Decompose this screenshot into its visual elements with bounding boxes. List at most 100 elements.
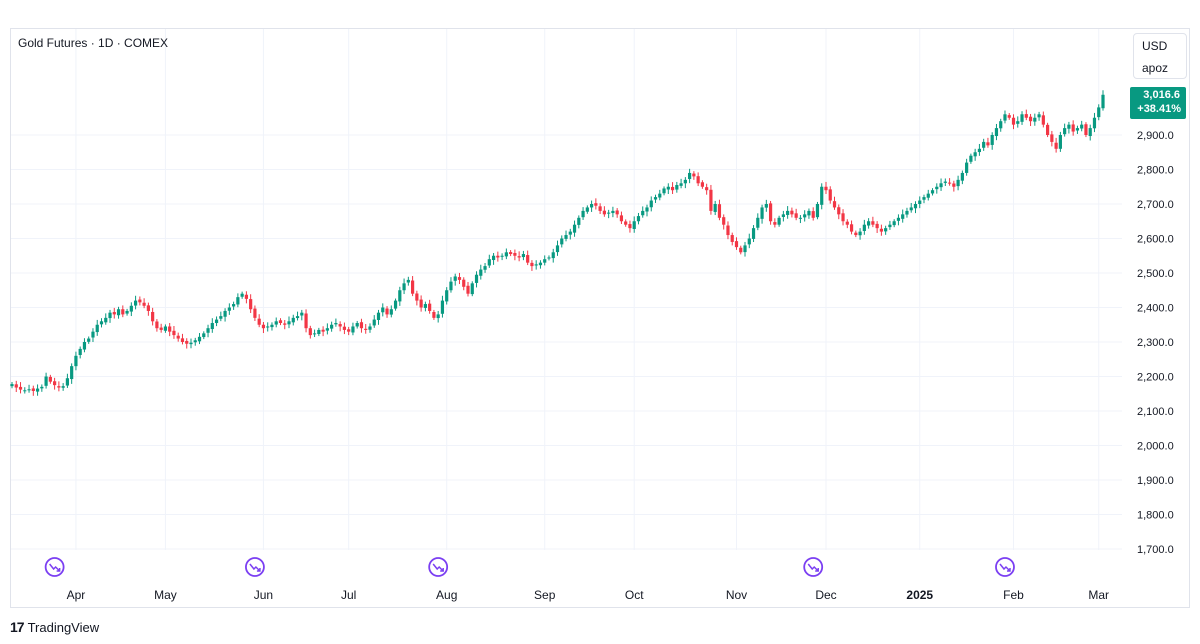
candle-body	[543, 259, 547, 263]
candle-body	[1028, 116, 1033, 122]
candle-body	[44, 376, 48, 386]
chart-title: Gold Futures · 1D · COMEX	[18, 36, 169, 50]
candle-layer	[10, 90, 1105, 396]
candle-body	[1067, 124, 1071, 129]
candle-body	[364, 328, 368, 330]
candle-body	[666, 186, 670, 190]
candle-body	[875, 223, 879, 229]
event-layer	[44, 557, 1015, 577]
event-arrow-head	[56, 568, 61, 572]
candle-body	[321, 329, 325, 332]
candle-body	[116, 309, 121, 316]
candle-body	[457, 277, 462, 280]
candle-body	[172, 330, 176, 336]
candle-body	[236, 297, 240, 305]
grid-layer	[11, 29, 1122, 550]
candle-body	[611, 210, 615, 214]
event-arrow-head	[256, 568, 261, 572]
candle-body	[1092, 117, 1097, 129]
candle-body	[990, 135, 994, 145]
candle-body	[943, 181, 947, 183]
event-arrow	[49, 563, 61, 572]
candle-body	[568, 231, 572, 235]
candle-body	[423, 304, 427, 308]
candle-body	[1054, 142, 1058, 149]
event-arrow	[807, 563, 819, 572]
candle-body	[581, 210, 585, 218]
tradingview-branding[interactable]: 17 TradingView	[10, 619, 99, 635]
x-tick-label: Nov	[726, 588, 747, 602]
candle-body	[432, 311, 436, 318]
candle-body	[862, 224, 866, 231]
y-tick-label: 2,100.0	[1137, 406, 1174, 418]
candle-body	[743, 245, 747, 253]
candle-body	[261, 324, 266, 329]
candle-body	[291, 317, 295, 323]
candle-body	[287, 321, 291, 325]
candle-body	[624, 221, 628, 225]
candle-body	[483, 266, 487, 270]
candle-body	[696, 176, 700, 184]
candle-body	[227, 307, 231, 311]
candle-body	[23, 390, 27, 392]
candle-body	[526, 255, 530, 263]
candle-body	[509, 252, 513, 255]
event-marker-icon[interactable]	[803, 557, 824, 577]
y-tick-label: 2,000.0	[1137, 441, 1174, 453]
candle-body	[278, 320, 283, 324]
candle-body	[790, 210, 794, 215]
candle-body	[240, 293, 244, 297]
candle-body	[270, 324, 274, 328]
candle-body	[163, 326, 168, 331]
candle-body	[74, 355, 78, 367]
candle-body	[986, 142, 990, 146]
candle-body	[87, 338, 91, 342]
candle-body	[406, 279, 410, 283]
candle-body	[713, 204, 717, 212]
candle-body	[768, 203, 773, 222]
candle-body	[705, 187, 709, 191]
candle-body	[385, 308, 389, 315]
candle-body	[283, 323, 287, 325]
currency-label: USD	[1142, 39, 1168, 53]
event-marker-icon[interactable]	[245, 557, 265, 577]
candle-body	[999, 121, 1003, 129]
candle-body	[764, 204, 768, 208]
candle-body	[538, 262, 543, 266]
candle-body	[867, 221, 871, 226]
candle-body	[879, 228, 883, 232]
event-arrow	[249, 563, 261, 572]
event-marker-icon[interactable]	[428, 557, 449, 577]
candle-body	[176, 335, 180, 339]
tradingview-logo-icon: 17	[10, 619, 25, 635]
candle-body	[146, 305, 150, 311]
candle-body	[202, 333, 206, 338]
event-marker-icon[interactable]	[995, 557, 1015, 577]
candle-body	[138, 299, 142, 303]
x-tick-label: Dec	[815, 588, 836, 602]
candle-body	[649, 200, 653, 208]
candle-body	[811, 211, 815, 218]
event-marker-icon[interactable]	[44, 557, 65, 577]
candle-body	[376, 312, 381, 320]
candle-body	[91, 331, 95, 338]
candle-body	[440, 300, 445, 314]
currency-unit-selector[interactable]: USD apoz	[1133, 33, 1187, 79]
candle-body	[82, 342, 87, 350]
candle-body	[589, 204, 594, 208]
candle-body	[798, 217, 803, 219]
candle-body	[1041, 115, 1045, 125]
candle-body	[151, 311, 155, 322]
candle-body	[104, 317, 108, 323]
candle-body	[1045, 124, 1050, 135]
candle-body	[841, 213, 845, 222]
candle-body	[675, 185, 679, 190]
candle-body	[95, 324, 99, 333]
candle-body	[14, 384, 18, 388]
candle-body	[607, 212, 611, 214]
candle-body	[913, 204, 918, 209]
candle-body	[935, 186, 939, 190]
candle-body	[1071, 124, 1075, 132]
candle-body	[214, 319, 219, 324]
